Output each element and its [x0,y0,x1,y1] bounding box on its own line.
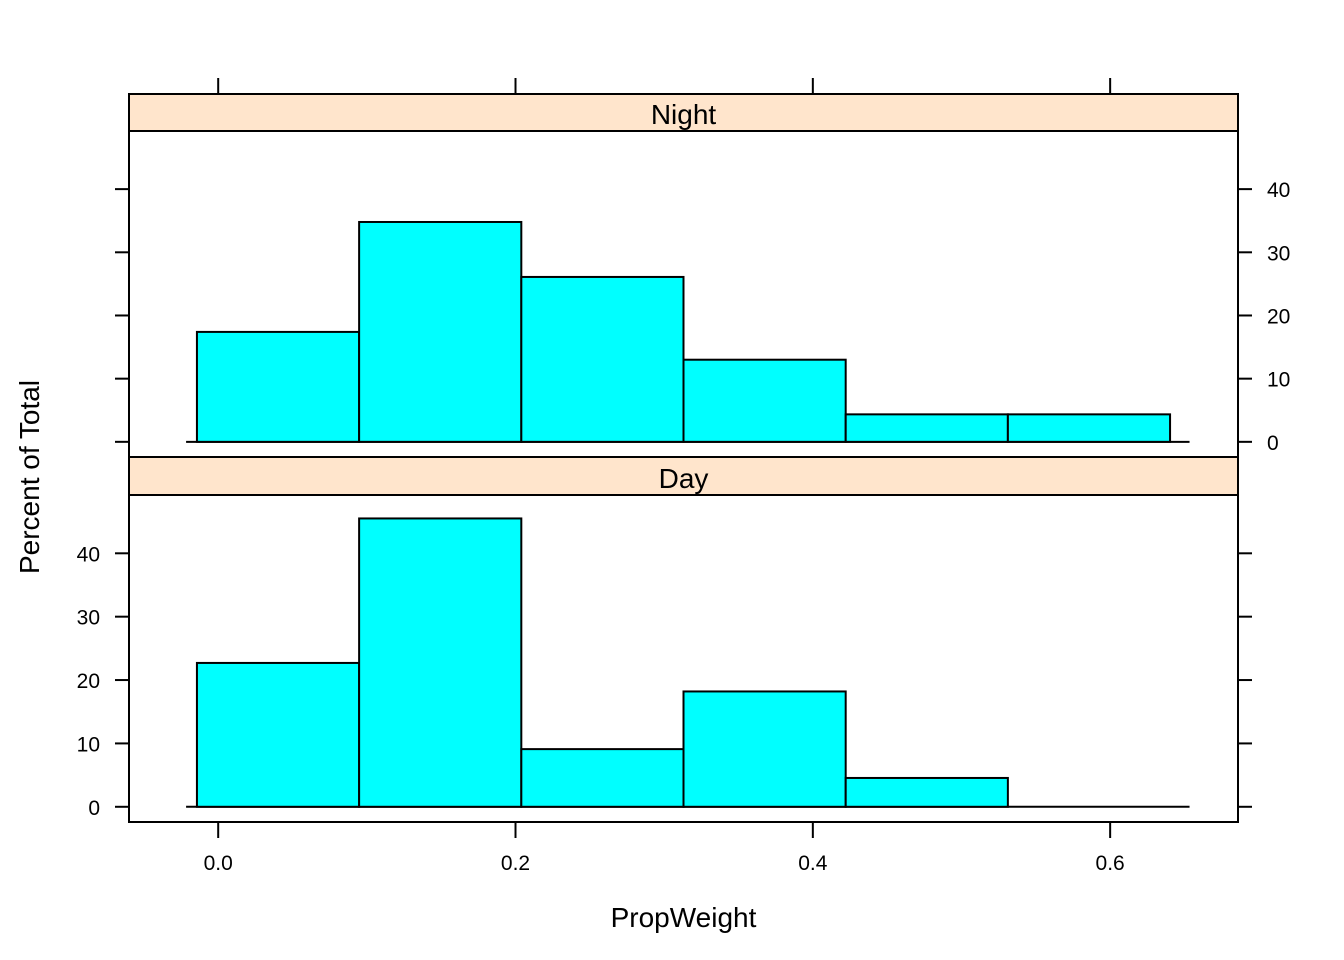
y-tick-label-day-2: 20 [77,670,100,693]
bar-day-2 [520,748,685,808]
strip-label-night: Night [651,99,717,130]
bars-day [186,517,1190,808]
y-tick-label-day-4: 40 [77,543,100,566]
bar-night-0 [195,330,361,443]
x-tick-label-1: 0.2 [501,852,530,875]
bar-day-4 [844,776,1009,808]
bar-night-5 [1006,413,1172,443]
panel-border-day [128,494,1239,823]
y-tick-label-night-1: 10 [1267,369,1290,392]
y-tick-label-night-2: 20 [1267,305,1290,328]
bar-night-3 [682,358,847,443]
axes: 0.0 0.2 0.4 0.6 0 10 20 30 40 0 10 20 30 40 [77,78,1290,875]
y-tick-label-day-0: 0 [88,797,100,820]
bar-day-0 [195,661,361,808]
y-tick-label-day-1: 10 [77,733,100,756]
y-tick-label-night-0: 0 [1267,432,1279,455]
panel-day: Day [128,456,1239,823]
strip-night [128,93,1239,132]
y-tick-label-night-4: 40 [1267,179,1290,202]
y-tick-label-day-3: 30 [77,607,100,630]
x-tick-label-2: 0.4 [798,852,828,875]
bar-day-3 [682,690,847,808]
x-axis-title: PropWeight [611,902,757,933]
bar-night-1 [358,220,523,443]
bar-night-4 [844,413,1009,443]
y-tick-label-night-3: 30 [1267,242,1290,265]
x-tick-label-0: 0.0 [204,852,233,875]
x-tick-label-3: 0.6 [1096,852,1125,875]
bars-night [186,220,1190,443]
strip-label-day: Day [659,463,709,494]
strip-day [128,456,1239,496]
bar-day-1 [358,517,523,808]
y-axis-title: Percent of Total [14,380,45,574]
panel-night: Night [128,93,1239,458]
bar-night-2 [520,275,685,443]
